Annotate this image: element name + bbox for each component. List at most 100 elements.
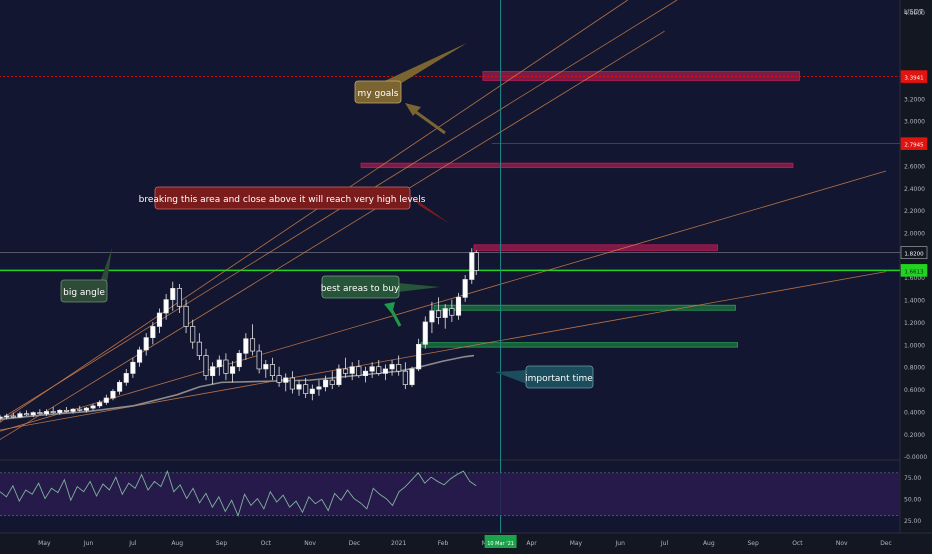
- candle-body: [97, 402, 103, 407]
- candle-body: [429, 310, 435, 323]
- candle-body: [256, 350, 262, 370]
- candle-body: [183, 305, 189, 327]
- price-badge-label: 2.7945: [904, 143, 924, 149]
- candle-body: [4, 415, 10, 418]
- price-tick-label: 2.2000: [904, 208, 925, 215]
- time-tick-label: Nov: [836, 540, 848, 547]
- time-tick-label: Jun: [615, 540, 626, 547]
- candle-body: [462, 279, 468, 298]
- breakout-zone: [473, 244, 719, 251]
- annotation-big-angle[interactable]: big angle: [60, 248, 112, 303]
- callout-text-best-buy: best areas to buy: [321, 284, 400, 294]
- candle-body: [156, 312, 163, 327]
- candle-body: [90, 405, 96, 409]
- annotation-my-goals[interactable]: my goals: [354, 43, 467, 104]
- candle-body: [236, 352, 242, 368]
- time-tick-label: May: [570, 540, 583, 547]
- candle-body: [436, 310, 442, 318]
- candle-body: [269, 364, 275, 377]
- sell-zone-mid: [360, 162, 794, 169]
- arrow-shaft: [412, 108, 446, 135]
- price-tick-label: 1.0000: [904, 342, 925, 349]
- price-tick-label: 3.2000: [904, 96, 925, 103]
- candle-body: [170, 288, 176, 300]
- price-badge-label: 3.3941: [904, 76, 923, 82]
- candle-body: [10, 415, 16, 418]
- price-tick-label: 1.4000: [904, 298, 925, 305]
- trend-line: [0, 0, 628, 423]
- time-tick-label: May: [38, 540, 51, 547]
- candle-body: [469, 252, 475, 280]
- candle-body: [43, 411, 50, 415]
- trend-line: [0, 271, 887, 431]
- price-badge: [900, 137, 928, 150]
- callout-tail-important-time: [495, 370, 527, 384]
- time-tick-label: Sep: [216, 540, 228, 547]
- annotation-best-buy[interactable]: best areas to buy: [321, 275, 440, 299]
- rsi-line: [0, 469, 477, 518]
- candle-body: [336, 368, 342, 385]
- arrow-to-buy-zone: [384, 302, 402, 327]
- candle-body: [136, 349, 143, 363]
- price-tick-label: 2.0000: [904, 231, 925, 238]
- candle-body: [289, 377, 295, 390]
- rsi-tick-label: 75.00: [904, 475, 921, 482]
- price-tick-label: 0.8000: [904, 365, 925, 372]
- time-tick-label: Feb: [438, 540, 449, 547]
- candle-body: [176, 288, 182, 307]
- callout-box-big-angle: [60, 279, 108, 303]
- candle-body: [449, 308, 455, 316]
- candle-body: [210, 366, 216, 377]
- callout-tail-breakout: [410, 195, 450, 224]
- candle-body: [369, 366, 375, 372]
- callout-text-breakout: breaking this area and close above it wi…: [139, 195, 426, 205]
- time-tick-label: Aug: [703, 540, 715, 547]
- callout-tail-big-angle: [100, 248, 112, 290]
- cursor-time-label: 10 Mar '21: [484, 535, 517, 548]
- candle-body: [223, 359, 229, 374]
- candle-body: [190, 326, 196, 343]
- price-badge: [900, 246, 928, 259]
- price-tick-label: -0.0000: [904, 454, 927, 461]
- annotation-breakout[interactable]: breaking this area and close above it wi…: [139, 186, 450, 224]
- time-tick-label: Aug: [171, 540, 183, 547]
- buy-zone-upper: [433, 304, 736, 311]
- candle-body: [382, 368, 388, 374]
- annotation-important-time[interactable]: important time: [495, 365, 594, 389]
- candle-body: [473, 252, 479, 271]
- candle-body: [143, 337, 149, 351]
- callout-text-big-angle: big angle: [63, 288, 105, 298]
- price-tick-label: 1.2000: [904, 320, 925, 327]
- callout-box-breakout: [154, 186, 411, 210]
- callout-text-important-time: important time: [525, 374, 593, 384]
- callout-box-best-buy: [321, 275, 400, 299]
- candle-body: [63, 409, 70, 412]
- candle-body: [24, 413, 30, 416]
- candle-body: [150, 326, 156, 338]
- time-tick-label: Sep: [747, 540, 759, 547]
- candle-body: [243, 338, 249, 354]
- candle-body: [455, 297, 462, 316]
- price-tick-label: 0.4000: [904, 409, 925, 416]
- price-badge: [900, 264, 928, 277]
- candle-body: [130, 361, 136, 374]
- candle-body: [416, 343, 422, 370]
- price-badge-label: 1.8200: [904, 252, 924, 258]
- time-tick-label: Jun: [83, 540, 94, 547]
- candle-body: [103, 397, 109, 403]
- sell-zone-top: [482, 71, 801, 81]
- candle-body: [57, 409, 63, 413]
- candle-body: [0, 416, 3, 419]
- time-tick-label: Nov: [304, 540, 316, 547]
- candle-body: [349, 366, 355, 374]
- moving-average-line: [0, 354, 475, 421]
- time-tick-label: 2021: [391, 540, 406, 547]
- time-tick-label: Jul: [128, 540, 137, 547]
- time-tick-label: Oct: [261, 540, 272, 547]
- candle-body: [356, 366, 362, 377]
- candle-body: [402, 370, 408, 385]
- trend-line: [0, 0, 678, 420]
- candle-body: [303, 384, 309, 394]
- candle-body: [296, 384, 302, 390]
